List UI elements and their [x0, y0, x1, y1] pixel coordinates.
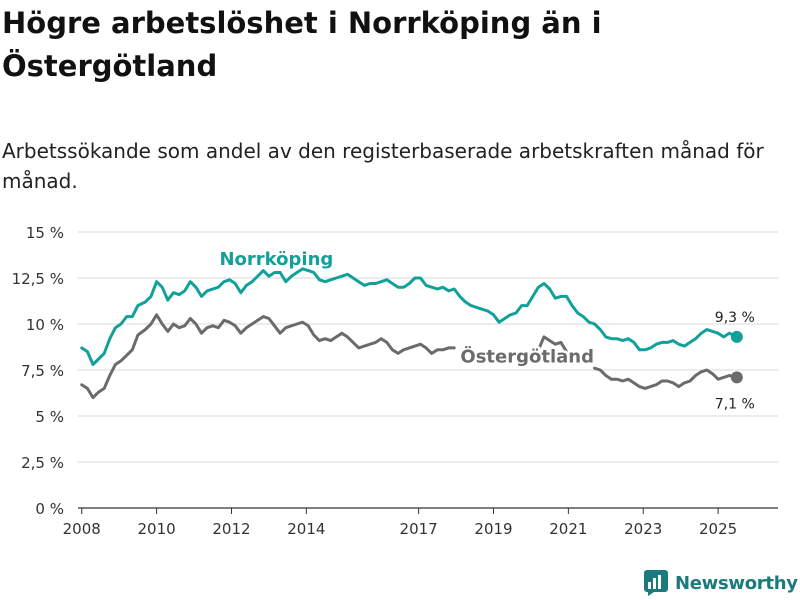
series-name-label: Norrköping [219, 249, 333, 270]
series-line-norrkoping [80, 267, 739, 366]
x-tick-label: 2023 [624, 520, 662, 538]
x-tick-label: 2021 [549, 520, 587, 538]
x-tick-label: 2014 [287, 520, 325, 538]
series-line-ostergotland [80, 313, 456, 400]
series-lines [80, 267, 743, 400]
newsworthy-logo-icon [644, 570, 668, 596]
y-tick-label: 10 % [26, 316, 64, 334]
series-name-halo: Östergötland [460, 346, 594, 368]
series-end-label: 9,3 % [715, 310, 755, 326]
series-end-point [730, 330, 743, 343]
x-tick-label: 2025 [699, 520, 737, 538]
series-end-point [730, 371, 743, 384]
series-line-ostergotland [593, 366, 739, 390]
y-tick-label: 12,5 % [12, 270, 64, 288]
y-tick-label: 0 % [35, 500, 64, 518]
y-tick-label: 7,5 % [21, 362, 64, 380]
brand-name: Newsworthy [675, 572, 798, 594]
grid-lines [78, 231, 778, 509]
x-tick-label: 2012 [212, 520, 250, 538]
series-line-ostergotland [536, 335, 568, 354]
series-name-halo: Norrköping [219, 249, 333, 270]
page-subtitle: Arbetssökande som andel av den registerb… [2, 139, 764, 193]
x-tick-label: 2019 [474, 520, 512, 538]
brand-logo: Newsworthy [644, 570, 798, 596]
series-end-label: 7,1 % [715, 396, 755, 412]
x-tick-label: 2008 [63, 520, 101, 538]
y-tick-label: 15 % [26, 224, 64, 242]
page-title: Högre arbetslöshet i Norrköping än i Öst… [2, 6, 602, 83]
x-tick-label: 2010 [138, 520, 176, 538]
axes: 0 % 2,5 % 5 % 7,5 % 10 % 12,5 % 15 % 2008 2010 20… [12, 224, 738, 538]
y-tick-label: 5 % [35, 408, 64, 426]
y-tick-label: 2,5 % [21, 454, 64, 472]
series-name-label: Östergötland [460, 346, 594, 368]
x-tick-label: 2017 [400, 520, 438, 538]
chart-labels: 9,3 %7,1 %NorrköpingNorrköpingÖstergötla… [217, 247, 755, 413]
